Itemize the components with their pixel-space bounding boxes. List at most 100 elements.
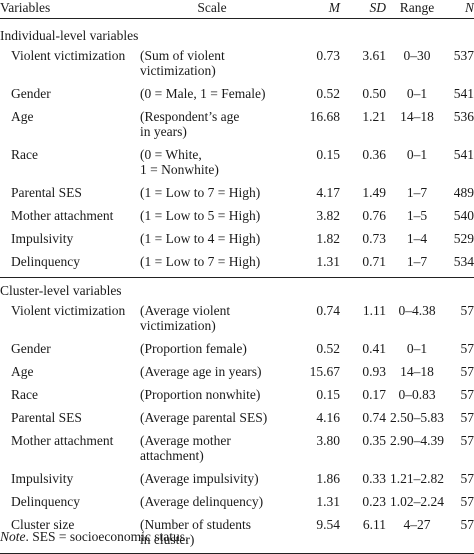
header-sd: SD [340, 0, 386, 19]
cell-scale: (Proportion nonwhite) [140, 387, 261, 402]
table-row: Age (Respondent’s age in years) 16.68 1.21 1… [0, 109, 474, 147]
cell-n: 57 [460, 341, 474, 356]
cell-sd: 0.73 [362, 231, 386, 246]
cell-m: 0.74 [316, 303, 340, 318]
cell-m: 0.73 [316, 48, 340, 63]
cell-range: 1–7 [406, 185, 428, 200]
table-row: Gender (Proportion female) 0.52 0.41 0–1 57 [0, 341, 474, 364]
cell-scale: (Average delinquency) [140, 494, 264, 509]
cell-n: 57 [460, 303, 474, 318]
cell-range: 4–27 [386, 517, 448, 554]
cell-m: 4.16 [316, 410, 340, 425]
table-row: Delinquency (Average delinquency) 1.31 0.23… [0, 494, 474, 517]
cell-m: 0.15 [316, 387, 340, 402]
cell-sd: 0.36 [362, 147, 386, 162]
cell-variable: Delinquency [11, 254, 80, 269]
cell-n: 57 [460, 387, 474, 402]
cell-variable: Mother attachment [11, 208, 114, 223]
cell-range: 0–4.38 [398, 303, 436, 318]
cell-variable: Gender [11, 341, 51, 356]
cell-range: 2.90–4.39 [390, 433, 444, 448]
header-row: Variables Scale M SD Range N [0, 0, 474, 19]
cell-n: 540 [453, 208, 474, 223]
header-scale: Scale [130, 0, 294, 19]
cell-scale: (Proportion female) [140, 341, 247, 356]
cell-m: 1.31 [316, 254, 340, 269]
cell-m: 0.52 [316, 341, 340, 356]
note-label: Note [0, 529, 26, 544]
cell-n: 537 [453, 48, 474, 63]
cell-variable: Impulsivity [11, 471, 74, 486]
table-row: Age (Average age in years) 15.67 0.93 14–18 5… [0, 364, 474, 387]
cell-sd: 0.71 [362, 254, 386, 269]
cell-range: 0–0.83 [398, 387, 436, 402]
cell-n: 57 [460, 433, 474, 448]
section-title: Cluster-level variables [0, 277, 474, 303]
cell-m: 1.82 [316, 231, 340, 246]
header-range: Range [386, 0, 448, 19]
cell-variable: Gender [11, 86, 51, 101]
cell-sd: 3.61 [362, 48, 386, 63]
cell-sd: 0.50 [362, 86, 386, 101]
table-body: Individual-level variables Violent victim… [0, 19, 474, 554]
cell-m: 4.17 [316, 185, 340, 200]
table-row: Mother attachment (Average mother attachm… [0, 433, 474, 471]
cell-m: 3.82 [316, 208, 340, 223]
cell-scale: (Average parental SES) [140, 410, 268, 425]
cell-variable: Violent victimization [11, 48, 126, 63]
header-m: M [294, 0, 340, 19]
cell-scale: (Average violent victimization) [140, 303, 231, 333]
cell-scale: (1 = Low to 5 = High) [140, 208, 261, 223]
cell-scale: (Sum of violent victimization) [140, 48, 225, 78]
cell-variable: Age [11, 364, 34, 379]
cell-scale: (0 = White, 1 = Nonwhite) [140, 147, 219, 177]
table-row: Parental SES (Average parental SES) 4.16 0.… [0, 410, 474, 433]
cell-range: 0–1 [406, 147, 428, 162]
cell-range: 1–7 [406, 254, 428, 269]
cell-range: 0–1 [406, 86, 428, 101]
cell-scale: (1 = Low to 7 = High) [140, 254, 261, 269]
table-row: Parental SES (1 = Low to 7 = High) 4.17 1.4… [0, 185, 474, 208]
cell-n: 541 [453, 147, 474, 162]
cell-scale: (Average age in years) [140, 364, 262, 379]
table-row: Impulsivity (1 = Low to 4 = High) 1.82 0.73… [0, 231, 474, 254]
cell-variable: Impulsivity [11, 231, 74, 246]
cell-sd: 1.11 [362, 303, 386, 318]
cell-n: 529 [453, 231, 474, 246]
cell-sd: 1.49 [362, 185, 386, 200]
cell-range: 0–30 [403, 48, 431, 63]
cell-sd: 0.23 [362, 494, 386, 509]
table-note: Note. SES = socioeconomic status. [0, 529, 188, 545]
cell-variable: Parental SES [11, 410, 82, 425]
cell-sd: 0.17 [362, 387, 386, 402]
cell-scale: (1 = Low to 7 = High) [140, 185, 261, 200]
header-variables: Variables [0, 0, 130, 19]
cell-scale: (Average impulsivity) [140, 471, 259, 486]
cell-sd: 0.33 [362, 471, 386, 486]
table-row: Race (Proportion nonwhite) 0.15 0.17 0–0.83 5… [0, 387, 474, 410]
cell-range: 2.50–5.83 [390, 410, 444, 425]
cell-m: 16.68 [309, 109, 340, 124]
cell-scale: (0 = Male, 1 = Female) [140, 86, 266, 101]
section-heading-row: Individual-level variables [0, 19, 474, 49]
section-title: Individual-level variables [0, 28, 139, 43]
cell-range: 1.21–2.82 [390, 471, 444, 486]
cell-n: 57 [448, 517, 474, 554]
cell-m: 9.54 [294, 517, 340, 554]
cell-range: 14–18 [400, 364, 434, 379]
cell-n: 57 [460, 410, 474, 425]
cell-range: 14–18 [400, 109, 434, 124]
cell-m: 1.86 [316, 471, 340, 486]
cell-n: 57 [460, 471, 474, 486]
cell-variable: Mother attachment [11, 433, 114, 448]
cell-n: 57 [460, 494, 474, 509]
cell-n: 57 [460, 364, 474, 379]
table-row: Gender (0 = Male, 1 = Female) 0.52 0.50 0–1 5… [0, 86, 474, 109]
cell-sd: 0.93 [362, 364, 386, 379]
cell-scale: (Average mother attachment) [140, 433, 231, 463]
cell-n: 541 [453, 86, 474, 101]
cell-m: 1.31 [316, 494, 340, 509]
cell-sd: 0.35 [362, 433, 386, 448]
